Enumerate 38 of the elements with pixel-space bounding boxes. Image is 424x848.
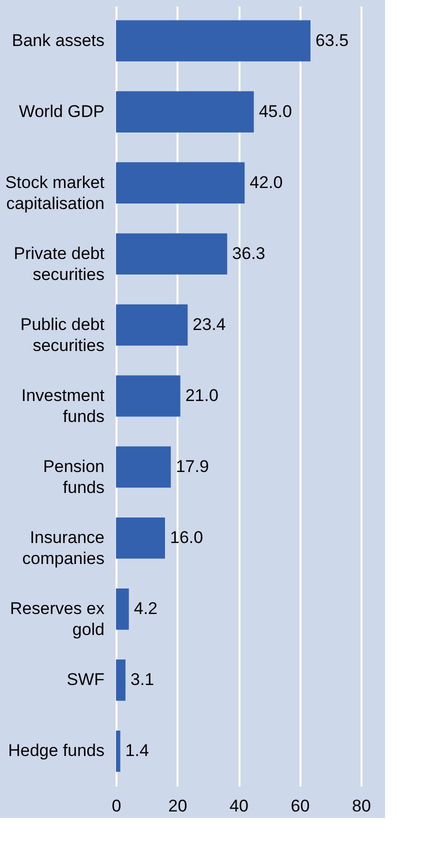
data-label: 21.0 bbox=[185, 386, 218, 405]
data-label: 4.2 bbox=[134, 599, 158, 618]
y-tick-label: Private debt securities bbox=[14, 244, 105, 284]
y-tick-label: Insurance companies bbox=[22, 528, 104, 568]
bar bbox=[116, 375, 180, 417]
data-label: 45.0 bbox=[258, 102, 292, 121]
bar bbox=[116, 162, 245, 204]
data-label: 23.4 bbox=[192, 314, 226, 334]
x-tick-label: 80 bbox=[352, 796, 371, 816]
data-label: 63.5 bbox=[315, 30, 349, 50]
x-tick-label: 40 bbox=[230, 796, 248, 816]
data-label: 42.0 bbox=[250, 172, 283, 192]
y-tick-label: Stock market capitalisation bbox=[5, 172, 105, 213]
y-tick-label: Bank assets bbox=[12, 30, 104, 50]
data-label: 17.9 bbox=[176, 457, 209, 476]
data-label: 3.1 bbox=[130, 670, 154, 690]
bar bbox=[116, 20, 310, 62]
y-tick-label: Investment funds bbox=[21, 386, 105, 426]
y-tick-label: Public debt securities bbox=[20, 314, 105, 355]
y-tick-label: SWF bbox=[66, 670, 104, 690]
bar bbox=[116, 233, 228, 275]
bar bbox=[116, 730, 120, 772]
y-tick-label: Hedge funds bbox=[8, 741, 104, 760]
x-tick-label: 60 bbox=[290, 796, 310, 816]
data-label: 16.0 bbox=[170, 528, 204, 548]
data-label: 36.3 bbox=[232, 244, 266, 263]
y-tick-label: Reserves ex gold bbox=[10, 599, 105, 640]
bar bbox=[116, 304, 188, 346]
bar bbox=[116, 660, 126, 701]
x-tick-label: 20 bbox=[168, 796, 188, 816]
y-tick-label: Pension funds bbox=[43, 457, 104, 498]
y-tick-label: World GDP bbox=[18, 102, 104, 121]
data-label: 1.4 bbox=[125, 741, 149, 760]
bar bbox=[116, 517, 165, 559]
bar bbox=[116, 91, 254, 132]
bar bbox=[116, 588, 129, 630]
bar bbox=[116, 446, 171, 488]
x-tick-label: 0 bbox=[112, 796, 122, 816]
